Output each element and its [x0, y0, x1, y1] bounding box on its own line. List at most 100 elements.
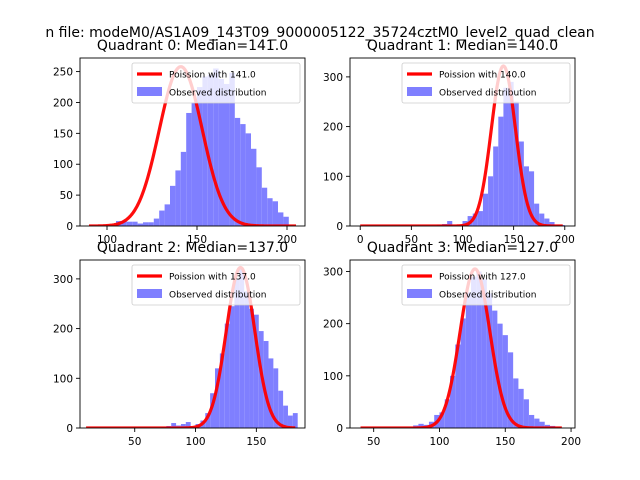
- histogram-bar: [213, 68, 219, 226]
- legend-label-observed: Observed distribution: [169, 291, 266, 301]
- y-tick-label: 200: [53, 97, 73, 109]
- histogram-bar: [170, 185, 176, 226]
- histogram-bar: [273, 368, 279, 428]
- x-tick-label: 150: [495, 436, 515, 448]
- x-tick-label: 0: [357, 234, 364, 246]
- histogram-bar: [287, 415, 293, 428]
- y-tick-label: 100: [323, 171, 343, 183]
- y-tick-label: 0: [66, 221, 73, 233]
- histogram-bar: [218, 79, 224, 226]
- y-tick-label: 0: [336, 423, 343, 435]
- histogram-bar: [518, 141, 524, 226]
- histogram-bar: [121, 221, 127, 226]
- legend-patch-swatch: [137, 87, 162, 96]
- y-tick-label: 300: [323, 266, 343, 278]
- histogram-bar: [534, 418, 540, 428]
- histogram-bar: [126, 221, 133, 226]
- x-tick-label: 50: [405, 234, 418, 246]
- subplot-title: Quadrant 2: Median=137.0: [97, 240, 288, 256]
- y-tick-label: 0: [66, 423, 73, 435]
- subplot-title: Quadrant 3: Median=127.0: [367, 240, 558, 256]
- histogram-bar: [498, 116, 504, 226]
- x-tick-label: 100: [452, 234, 472, 246]
- legend-label-poisson: Poission with 127.0: [439, 273, 526, 283]
- histogram-bar: [482, 193, 489, 226]
- histogram-bar: [447, 221, 453, 226]
- histogram-bar: [234, 278, 240, 428]
- y-tick-label: 100: [53, 373, 73, 385]
- histogram-bar: [153, 218, 160, 226]
- legend: Poission with 140.0 Observed distribution: [401, 62, 571, 104]
- histogram-bar: [261, 187, 268, 226]
- histogram-bar: [207, 74, 214, 226]
- legend-patch-swatch: [407, 289, 432, 298]
- legend-label-observed: Observed distribution: [439, 89, 536, 99]
- y-tick-label: 200: [53, 324, 73, 336]
- histogram-bar: [418, 423, 424, 428]
- x-tick-label: 50: [128, 436, 141, 448]
- histogram-bar: [148, 222, 154, 226]
- histogram-bar: [224, 83, 230, 226]
- histogram-bar: [513, 101, 519, 226]
- histogram-bar: [180, 151, 187, 226]
- legend: Poission with 137.0 Observed distribution: [131, 264, 301, 306]
- histogram-bar: [539, 213, 545, 226]
- histogram-bar: [253, 314, 259, 428]
- histogram-bar: [472, 213, 478, 226]
- y-tick-label: 100: [323, 371, 343, 383]
- histogram-bar: [143, 222, 149, 226]
- histogram-bar: [502, 335, 508, 428]
- histogram-bar: [251, 148, 257, 226]
- y-tick-label: 250: [53, 67, 73, 79]
- x-tick-label: 150: [504, 234, 524, 246]
- histogram-bar: [507, 352, 514, 428]
- histogram-bar: [185, 422, 191, 428]
- subplot-grid: Quadrant 0: Median=141.0 100 150 200 0 50 100 1…: [53, 38, 581, 448]
- histogram-bar: [267, 198, 273, 226]
- x-tick-label: 200: [555, 234, 575, 246]
- histogram-bar: [263, 341, 269, 428]
- legend-patch-swatch: [137, 289, 162, 298]
- histogram-bar: [272, 201, 278, 226]
- x-tick-label: 100: [429, 436, 449, 448]
- histogram-bar: [249, 308, 254, 428]
- histogram-bar: [283, 405, 288, 428]
- y-tick-label: 300: [53, 274, 73, 286]
- x-tick-label: 100: [97, 234, 117, 246]
- x-tick-label: 50: [367, 436, 380, 448]
- legend: Poission with 127.0 Observed distribution: [401, 264, 571, 306]
- histogram-bar: [202, 76, 208, 226]
- histogram-bar: [481, 279, 487, 428]
- x-tick-label: 200: [277, 234, 297, 246]
- subplot-quadrant-1: Quadrant 1: Median=140.0 0 50 100 150 200 0 100…: [323, 38, 576, 246]
- histogram-bar: [239, 268, 245, 428]
- subplot-quadrant-0: Quadrant 0: Median=141.0 100 150 200 0 50 100 1…: [53, 38, 306, 246]
- x-tick-label: 150: [246, 436, 266, 448]
- subplot-quadrant-3: Quadrant 3: Median=127.0 50 100 150 200 0 100 2…: [323, 240, 581, 448]
- histogram-bar: [234, 117, 241, 226]
- legend-box: [401, 62, 571, 104]
- histogram-bar: [493, 146, 499, 226]
- x-tick-label: 200: [561, 436, 581, 448]
- y-tick-label: 0: [336, 221, 343, 233]
- histogram-bar: [488, 176, 494, 226]
- histogram-bar: [460, 318, 466, 428]
- y-tick-label: 300: [323, 72, 343, 84]
- histogram-bar: [132, 221, 138, 226]
- histogram-bar: [544, 218, 550, 226]
- subplot-title: Quadrant 1: Median=140.0: [367, 38, 558, 54]
- histogram-bar: [219, 353, 225, 428]
- histogram-bar: [215, 368, 220, 428]
- histogram-bar: [224, 323, 230, 428]
- histogram-bar: [175, 170, 181, 226]
- histogram-bar: [197, 87, 203, 226]
- histogram-bar: [256, 167, 262, 226]
- histogram-bar: [455, 344, 461, 428]
- histogram-bar: [503, 87, 509, 226]
- histogram-bar: [171, 423, 177, 428]
- histogram-bar: [191, 102, 197, 226]
- histogram-bar: [210, 393, 215, 428]
- histogram-bar: [549, 222, 555, 226]
- y-tick-label: 150: [53, 128, 73, 140]
